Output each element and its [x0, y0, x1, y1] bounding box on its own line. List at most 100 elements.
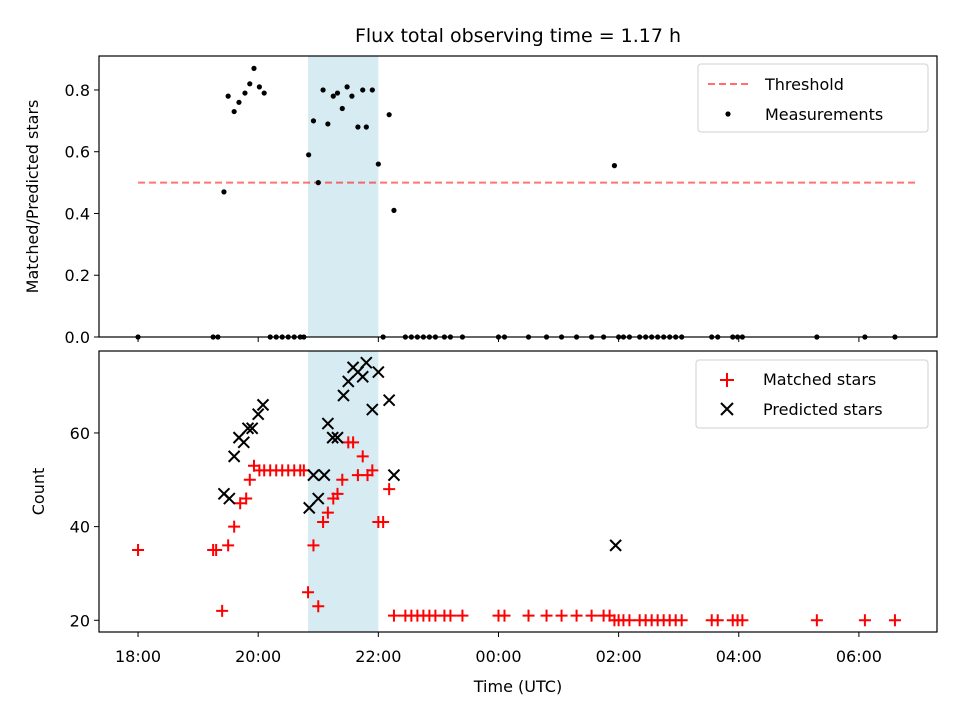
predicted-star-marker: [331, 431, 344, 444]
matched-star-marker: [132, 544, 145, 557]
top-shaded-span: [308, 56, 379, 337]
bottom-y-axis-label: Count: [29, 468, 48, 516]
matched-star-marker: [498, 609, 511, 622]
top-y-tick-label: 0.6: [65, 143, 90, 162]
matched-star-marker: [888, 614, 901, 627]
bottom-y-tick-label: 40: [70, 518, 90, 537]
bottom-y-tick-label: 60: [70, 424, 90, 443]
measurement-point: [355, 124, 361, 130]
matched-star-marker: [302, 586, 315, 599]
x-tick-label: 00:00: [475, 647, 521, 666]
measurement-point: [225, 93, 231, 99]
matched-star-marker: [307, 539, 320, 552]
measurement-point: [256, 84, 262, 90]
measurement-point: [360, 87, 366, 93]
matched-star-marker: [711, 614, 724, 627]
predicted-star-marker: [360, 356, 373, 369]
top-y-tick-label: 0.8: [65, 81, 90, 100]
measurement-point: [611, 163, 618, 169]
matched-star-marker: [858, 614, 871, 627]
x-tick-label: 18:00: [115, 647, 161, 666]
x-tick-label: 02:00: [596, 647, 642, 666]
matched-star-marker: [321, 506, 334, 519]
matched-star-marker: [444, 609, 457, 622]
matched-star-marker: [623, 614, 636, 627]
measurement-point: [325, 121, 331, 127]
top-y-tick-label: 0.4: [65, 204, 90, 223]
predicted-star-marker: [342, 375, 355, 388]
matched-star-marker: [243, 473, 256, 486]
predicted-star-marker: [303, 501, 316, 515]
measurement-point: [236, 99, 242, 105]
matched-star-marker: [810, 614, 823, 627]
measurement-point: [344, 84, 350, 90]
bottom-legend: Matched stars Predicted stars: [695, 359, 929, 429]
predicted-star-marker: [227, 450, 241, 463]
measurement-point: [242, 90, 248, 96]
predicted-star-marker: [245, 422, 259, 435]
top-y-axis-label: Matched/Predicted stars: [23, 100, 42, 294]
predicted-star-marker: [321, 417, 335, 430]
measurement-point: [330, 93, 336, 99]
bottom-shaded-span: [308, 351, 379, 632]
predicted-star-marker: [223, 492, 236, 505]
measurement-point: [349, 93, 355, 99]
measurement-point: [247, 81, 253, 87]
predicted-star-marker: [312, 492, 325, 505]
bottom-axes-frame: [98, 350, 938, 633]
measurement-point: [231, 108, 237, 115]
x-tick-label: 04:00: [716, 647, 762, 666]
x-axis-label: Time (UTC): [473, 677, 562, 696]
predicted-star-marker: [256, 398, 270, 412]
top-panel: 0.00.20.40.60.8 Matched/Predicted stars …: [23, 55, 938, 347]
top-x-ticks: [137, 337, 860, 342]
matched-star-marker: [347, 436, 360, 449]
matched-star-marker: [456, 609, 469, 622]
measurement-point: [221, 189, 227, 195]
matched-star-marker: [210, 544, 223, 557]
matched-star-marker: [540, 609, 553, 622]
bottom-legend-box: [695, 359, 929, 429]
matched-star-marker: [240, 492, 253, 505]
matched-star-marker: [331, 487, 344, 500]
predicted-star-marker: [241, 422, 255, 435]
top-y-ticks: 0.0 0.2 0.4 0.6 0.8: [65, 81, 99, 347]
measurement-point: [310, 118, 317, 124]
bottom-panel: 20 40 60 18:00 20:00 22:00 00:00 02:00 04:00 06:…: [29, 350, 938, 696]
predicted-star-marker: [237, 436, 250, 449]
legend-measurements-swatch: [725, 111, 731, 117]
measurement-point: [363, 124, 369, 130]
bottom-y-tick-label: 20: [70, 611, 90, 630]
bottom-y-ticks: 20 40 60: [70, 424, 99, 630]
predicted-star-marker: [382, 393, 396, 407]
matched-star-marker: [216, 604, 229, 617]
matched-star-marker: [336, 473, 349, 486]
predicted-star-marker: [318, 468, 331, 482]
predicted-star-marker: [326, 431, 339, 444]
top-legend-box: [697, 63, 929, 133]
measurement-point: [391, 207, 397, 213]
matched-star-marker: [366, 464, 379, 477]
top-axes-frame: [98, 55, 938, 338]
measurement-point: [369, 87, 375, 93]
measurement-point: [320, 87, 326, 93]
predicted-stars-series: [217, 356, 622, 552]
matched-star-marker: [312, 600, 325, 613]
predicted-star-marker: [387, 468, 401, 482]
matched-star-marker: [356, 450, 369, 463]
top-y-tick-label: 0.0: [65, 328, 90, 347]
matched-star-marker: [675, 614, 688, 627]
measurement-point: [334, 90, 341, 96]
measurement-point: [375, 161, 381, 167]
legend-matched-swatch: [720, 373, 734, 387]
measurement-point: [251, 65, 257, 71]
matched-star-marker: [377, 515, 390, 528]
legend-matched-label: Matched stars: [763, 370, 876, 389]
measurement-point: [261, 90, 267, 96]
x-tick-label: 20:00: [235, 647, 281, 666]
matched-star-marker: [222, 539, 235, 552]
legend-predicted-swatch: [720, 402, 734, 416]
predicted-star-marker: [251, 408, 265, 421]
matched-star-marker: [383, 483, 396, 496]
